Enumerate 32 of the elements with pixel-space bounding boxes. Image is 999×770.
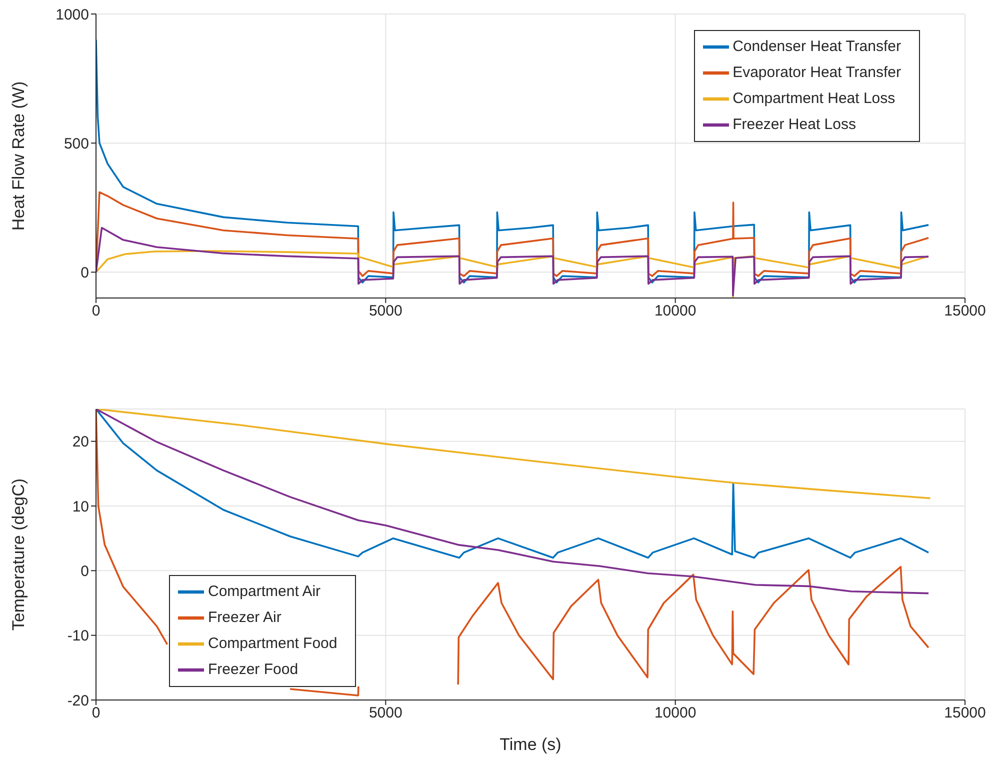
x-tick-label: 0 <box>92 302 100 320</box>
x-tick-label: 5000 <box>368 302 402 320</box>
y-tick-label: -10 <box>67 628 89 645</box>
y-tick-label: -20 <box>67 692 89 710</box>
line-series <box>96 250 930 298</box>
legend-label: Compartment Heat Loss <box>732 90 896 107</box>
x-tick-label: 0 <box>92 704 100 722</box>
x-tick-label: 15000 <box>944 704 986 722</box>
x-tick-label: 15000 <box>944 302 986 320</box>
y-tick-label: 10 <box>72 498 89 516</box>
x-tick-label: 10000 <box>654 302 696 320</box>
y-axis-title: Temperature (degC) <box>9 478 28 631</box>
line-series <box>96 191 930 277</box>
x-tick-label: 5000 <box>368 704 402 722</box>
legend-label: Freezer Air <box>208 608 282 626</box>
x-tick-label: 10000 <box>654 704 696 722</box>
legend-label: Freezer Heat Loss <box>732 116 856 133</box>
legend-label: Compartment Food <box>208 634 338 652</box>
y-tick-label: 1000 <box>56 6 89 24</box>
legend-label: Compartment Air <box>208 582 321 600</box>
legend-label: Condenser Heat Transfer <box>732 38 901 55</box>
line-series <box>96 409 932 500</box>
legend-label: Evaporator Heat Transfer <box>732 64 901 81</box>
legend-label: Freezer Food <box>208 660 298 678</box>
x-axis-title: Time (s) <box>500 735 562 754</box>
line-series <box>96 409 930 559</box>
y-axis-title: Heat Flow Rate (W) <box>9 81 28 231</box>
y-tick-label: 0 <box>80 264 89 282</box>
y-tick-label: 500 <box>64 135 89 152</box>
y-tick-label: 0 <box>80 562 89 580</box>
line-series <box>96 226 930 296</box>
y-tick-label: 20 <box>72 434 89 451</box>
